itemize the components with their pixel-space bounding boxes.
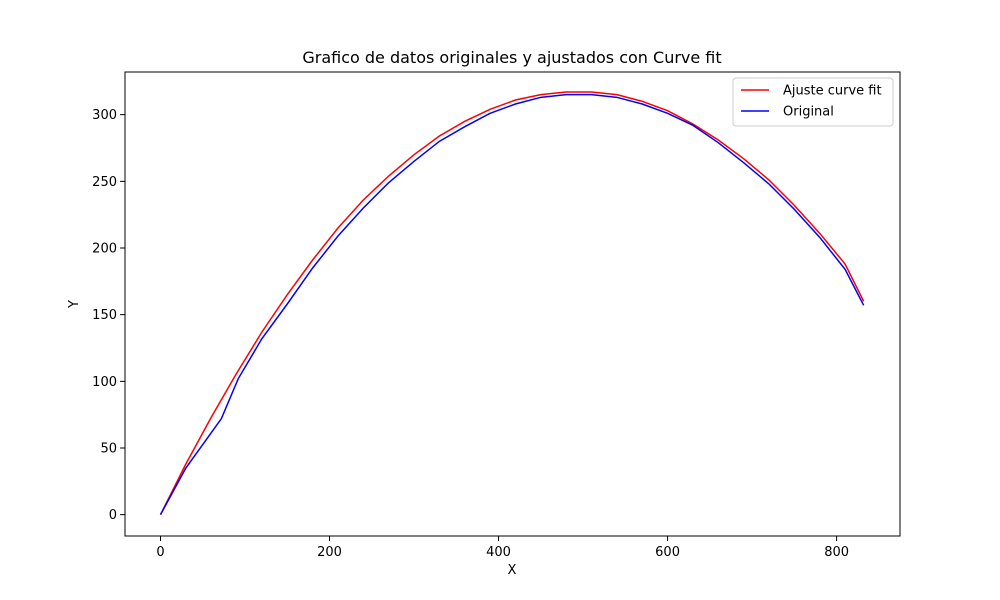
y-tick-label: 100: [92, 375, 117, 390]
legend: Ajuste curve fit Original: [732, 77, 894, 127]
legend-label: Original: [783, 105, 834, 120]
x-tick-label: 600: [655, 545, 680, 560]
plot-frame: [124, 71, 901, 537]
legend-label: Ajuste curve fit: [783, 84, 882, 99]
y-tick-label: 250: [92, 175, 117, 190]
x-axis-label: X: [508, 563, 517, 578]
series-line-ajuste-curve-fit: [159, 91, 865, 516]
x-tick-label: 800: [824, 545, 849, 560]
series-line-original: [159, 93, 865, 516]
chart-title: Grafico de datos originales y ajustados …: [302, 48, 721, 67]
y-tick-label: 300: [92, 108, 117, 123]
y-axis-label: Y: [67, 300, 82, 309]
y-tick-label: 50: [100, 442, 117, 457]
y-tick-label: 150: [92, 308, 117, 323]
legend-box: [732, 77, 894, 127]
x-tick-label: 400: [486, 545, 511, 560]
x-tick-label: 200: [317, 545, 342, 560]
y-tick-label: 0: [109, 508, 117, 523]
y-tick-label: 200: [92, 242, 117, 257]
x-tick-label: 0: [156, 545, 164, 560]
